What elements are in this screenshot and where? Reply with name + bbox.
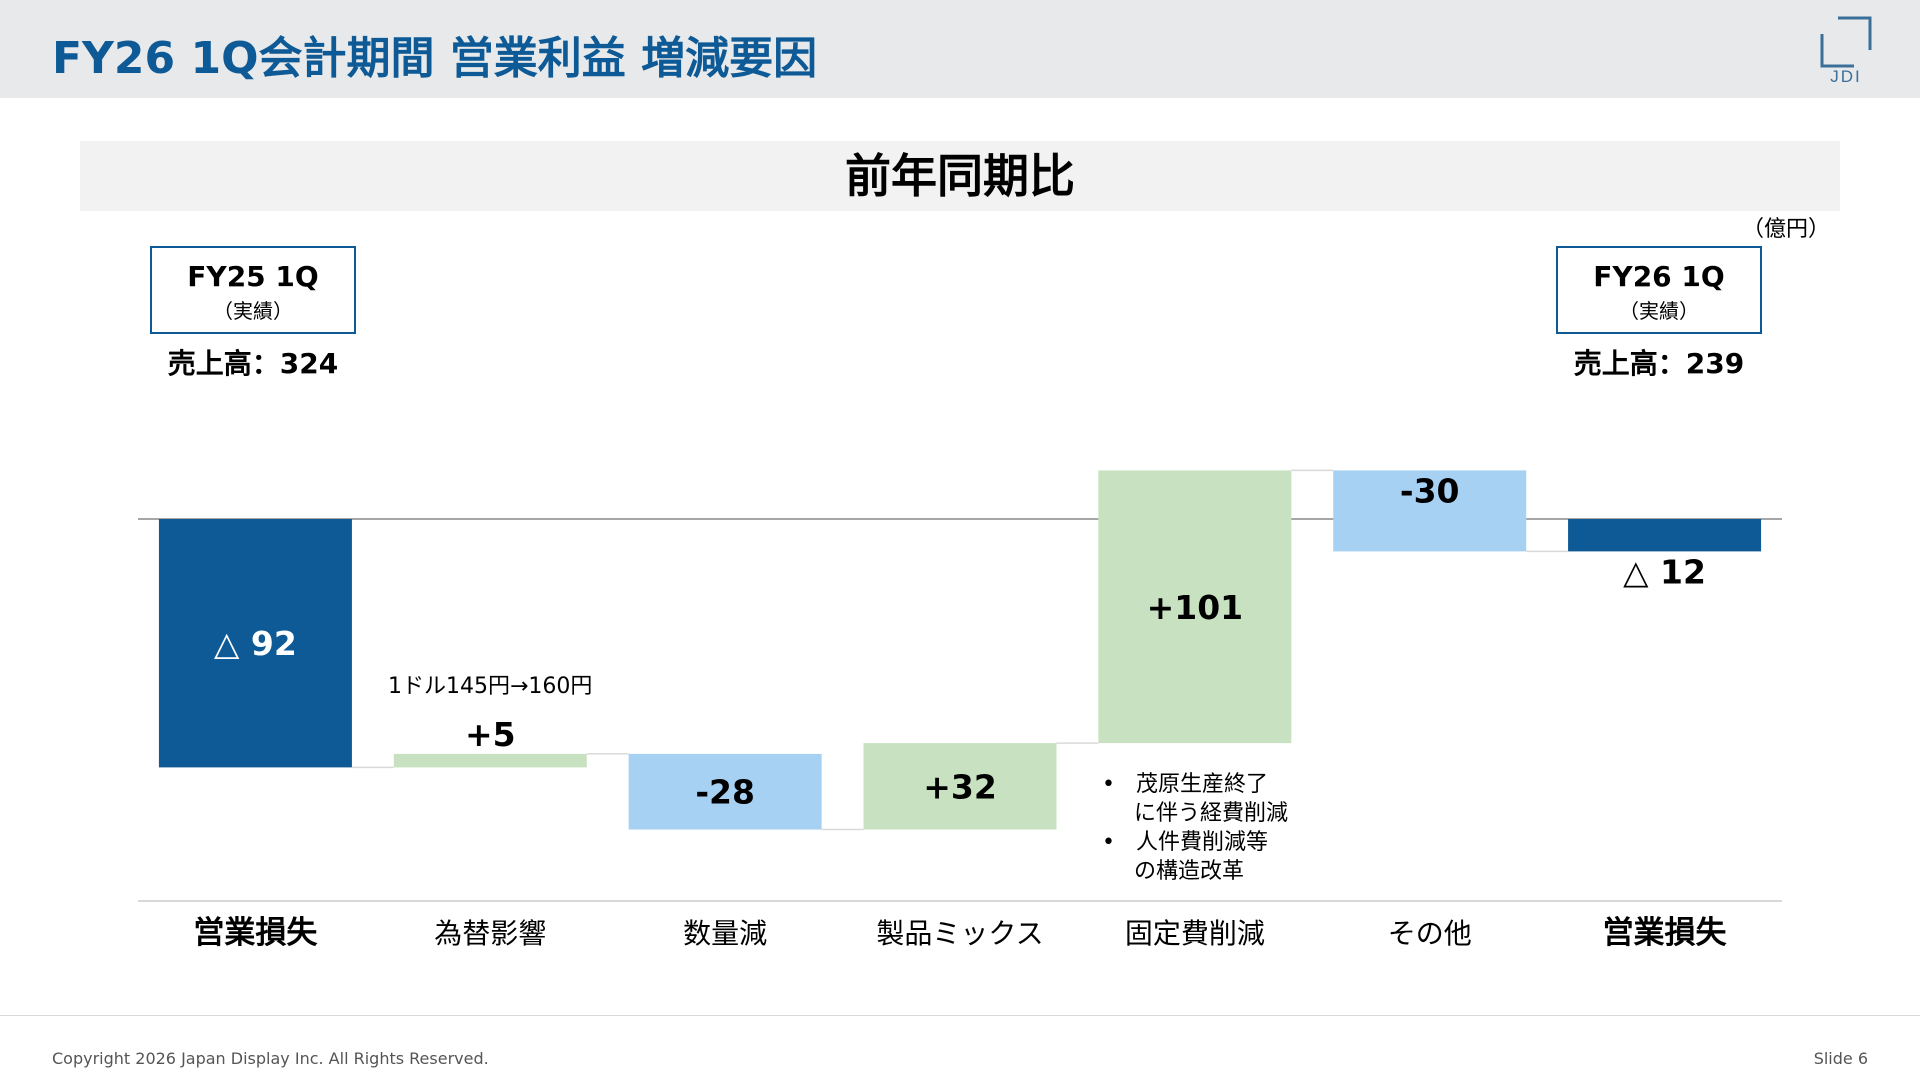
category-label: 固定費削減 [1125, 917, 1265, 950]
fx-note: 1ドル145円→160円 [388, 674, 593, 699]
value-label: +32 [923, 767, 997, 806]
start-period-box: FY25 1Q （実績） [150, 246, 356, 334]
note-line: • 人件費削減等 [1102, 830, 1268, 855]
category-label: その他 [1388, 917, 1472, 950]
bar-5 [1098, 470, 1292, 744]
value-label: △ 92 [214, 624, 297, 663]
start-period-name: FY25 1Q [187, 260, 319, 293]
jdi-logo: JDI [1820, 16, 1872, 84]
unit-label: （億円） [1741, 217, 1830, 242]
end-period-note: （実績） [1619, 299, 1699, 323]
value-label: -28 [695, 773, 755, 812]
fixed-cost-note: • 茂原生産終了 に伴う経費削減 • 人件費削減等 の構造改革 [1102, 770, 1288, 886]
category-label: 製品ミックス [876, 917, 1043, 950]
subtitle-banner: 前年同期比 [80, 141, 1840, 211]
note-line: の構造改革 [1134, 859, 1245, 884]
svg-text:JDI: JDI [1830, 67, 1862, 84]
slide-number: Slide 6 [1813, 1049, 1868, 1068]
note-line: に伴う経費削減 [1134, 801, 1289, 826]
category-label: 営業損失 [193, 915, 318, 951]
bar-4 [863, 743, 1057, 830]
value-label: +101 [1147, 588, 1244, 627]
footer-divider [0, 1015, 1920, 1016]
chart-subtitle: 前年同期比 [845, 149, 1075, 203]
note-line: • 茂原生産終了 [1102, 772, 1268, 797]
category-label: 数量減 [683, 917, 767, 950]
value-label: -30 [1400, 471, 1460, 510]
header-bar: FY26 1Q会計期間 営業利益 増減要因 JDI [0, 0, 1920, 98]
category-label: 営業損失 [1603, 915, 1728, 951]
end-period-name: FY26 1Q [1593, 260, 1725, 293]
copyright: Copyright 2026 Japan Display Inc. All Ri… [52, 1049, 489, 1068]
start-sales: 売上高：324 [167, 347, 339, 380]
end-period-box: FY26 1Q （実績） [1556, 246, 1762, 334]
end-sales: 売上高：239 [1573, 347, 1745, 380]
value-label: △ 12 [1623, 552, 1706, 591]
bar-3 [628, 753, 822, 830]
start-period-note: （実績） [213, 299, 293, 323]
bar-2 [393, 753, 587, 768]
value-label: +5 [465, 715, 516, 754]
bar-1 [158, 519, 352, 768]
page-title: FY26 1Q会計期間 営業利益 増減要因 [52, 33, 818, 84]
category-label: 為替影響 [434, 917, 546, 950]
bar-7 [1568, 519, 1762, 552]
bar-6 [1333, 470, 1527, 552]
